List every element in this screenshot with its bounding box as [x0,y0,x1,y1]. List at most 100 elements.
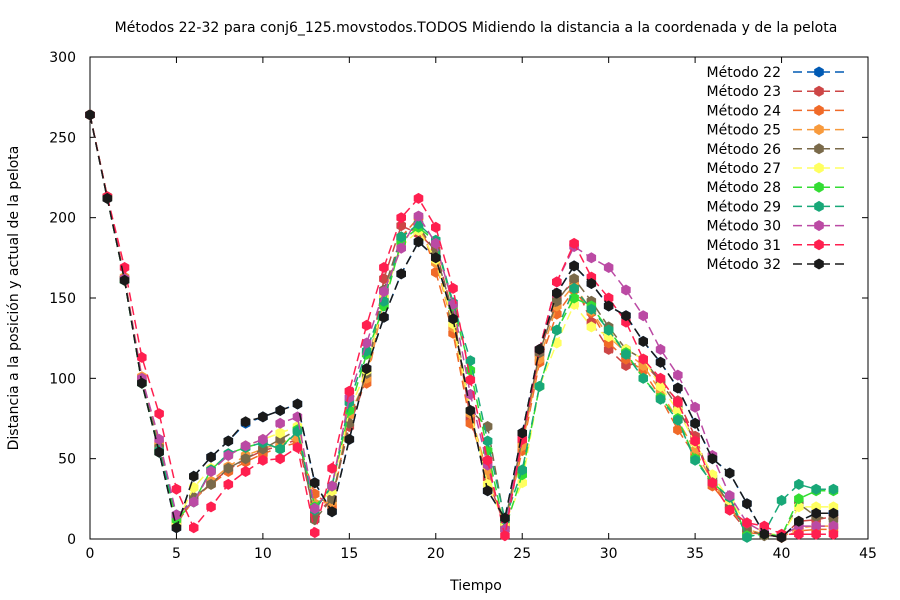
legend-marker [814,200,824,212]
data-point [603,262,614,273]
axes: 0 5 10 15 20 25 30 35 40 45 0 50 100 150 200 250 300 [49,50,877,562]
legend-label: Método 24 [707,103,782,119]
data-point [431,252,441,264]
legend-marker [814,143,824,155]
legend-label: Método 30 [707,219,781,235]
data-point [189,496,199,508]
data-point [396,242,406,254]
data-point [413,192,424,204]
data-point [828,520,839,532]
data-point [638,335,648,347]
legend-item: Método 22 [707,65,845,81]
series-line [89,114,834,539]
data-point [431,237,441,249]
data-point [724,504,735,516]
data-point [586,252,597,264]
series-line [89,114,834,539]
data-point [379,262,389,273]
data-point [828,507,839,519]
y-tick-label: 250 [49,130,76,146]
data-point [603,300,614,312]
legend-item: Método 28 [707,180,845,196]
y-tick-label: 0 [67,532,76,548]
data-point [413,236,424,248]
data-point [724,467,735,479]
data-point [396,212,406,224]
legend-marker [814,85,824,97]
chart-title: Métodos 22-32 para conj6_125.movstodos.T… [115,20,838,36]
data-point [189,522,199,534]
data-point [275,453,285,465]
data-point [794,528,804,540]
data-point [379,311,389,323]
data-point [206,466,216,477]
x-tick-label: 40 [773,546,791,562]
series-31 [85,109,839,542]
series-line [89,114,834,539]
y-tick-label: 100 [49,371,76,387]
series-line [89,114,834,539]
legend-item: Método 25 [707,123,845,139]
series-line [89,114,834,537]
data-point [690,401,700,413]
data-point [310,527,320,539]
legend-label: Método 25 [707,123,781,139]
x-tick-label: 30 [600,546,618,562]
data-point [240,466,251,477]
data-point [465,374,476,386]
data-point [794,493,804,505]
data-point [431,221,441,233]
data-point [811,520,821,532]
data-point [119,274,130,286]
data-point [811,507,821,519]
x-tick-label: 20 [427,546,445,562]
data-point [569,237,579,249]
data-point [724,490,735,502]
legend-marker [814,220,824,232]
data-point [275,417,285,429]
data-point [171,522,182,534]
data-point [569,260,579,272]
y-tick-label: 150 [49,291,76,307]
data-point [327,480,337,492]
legend-label: Método 27 [707,161,781,177]
legend-marker [814,124,824,136]
data-point [603,292,614,304]
data-point [344,385,355,397]
data-point [673,369,683,381]
data-point [569,292,579,304]
data-point [258,411,268,423]
data-point [154,446,164,458]
data-point [102,192,113,204]
data-point [431,266,441,278]
data-point [621,348,631,360]
legend-label: Método 26 [707,142,782,158]
data-point [742,498,752,510]
data-point [655,380,666,392]
data-point [500,512,510,524]
data-point [811,528,821,540]
data-point [638,310,648,322]
data-point [206,451,216,463]
legend-label: Método 29 [707,199,781,215]
legend-item: Método 27 [707,161,845,177]
data-point [240,416,251,428]
data-point [171,483,182,495]
legend: Método 22 Método 23 Método 24 Método 25 Méto… [707,65,845,273]
data-point [552,308,562,320]
data-point [673,414,683,426]
data-point [794,515,804,527]
data-point [673,396,683,408]
data-point [448,313,458,325]
data-point [569,282,579,294]
x-tick-label: 0 [86,546,95,562]
data-point [811,483,821,495]
data-point [154,408,164,420]
data-point [361,337,372,349]
data-point [310,477,320,489]
legend-item: Método 23 [707,84,845,100]
data-point [137,377,147,389]
data-point [621,284,631,296]
data-point [482,454,493,466]
data-point [586,303,597,315]
